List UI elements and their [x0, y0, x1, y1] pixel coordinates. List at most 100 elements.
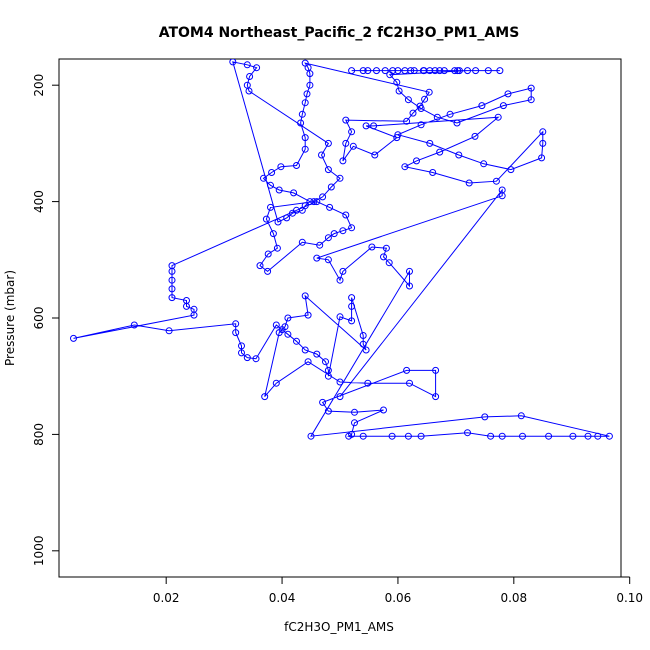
data-point	[364, 67, 372, 75]
data-point	[267, 203, 274, 211]
data-point	[165, 327, 173, 335]
data-point	[319, 193, 327, 201]
data-point	[304, 358, 312, 366]
data-point	[425, 88, 433, 96]
x-tick-label: 0.06	[385, 591, 412, 605]
data-point	[538, 154, 546, 162]
data-point	[455, 151, 463, 159]
data-point	[386, 71, 394, 79]
data-point	[499, 102, 507, 110]
data-point	[498, 186, 506, 194]
data-point	[324, 166, 332, 174]
data-point	[342, 139, 350, 147]
data-point	[307, 432, 315, 440]
data-point	[339, 267, 347, 275]
data-point	[324, 407, 332, 415]
data-point	[539, 128, 547, 136]
y-tick-label: 800	[32, 423, 46, 446]
data-point	[433, 113, 441, 121]
data-point	[406, 282, 413, 290]
x-tick-label: 0.08	[500, 591, 527, 605]
data-point	[569, 432, 577, 440]
data-point	[348, 302, 356, 310]
data-point	[409, 109, 417, 117]
data-point	[417, 121, 425, 129]
data-point	[260, 174, 267, 182]
data-point	[429, 169, 437, 176]
data-point	[342, 211, 350, 219]
data-point	[504, 90, 512, 98]
data-point	[498, 432, 506, 440]
data-point	[385, 259, 393, 267]
series-lines	[73, 61, 610, 437]
data-point	[284, 330, 292, 338]
data-point	[381, 67, 389, 75]
data-point	[330, 230, 338, 238]
x-axis: 0.02 0.04 0.06 0.08 0.10	[153, 576, 643, 605]
data-point	[382, 244, 390, 252]
data-point	[394, 67, 402, 75]
data-point	[336, 313, 344, 321]
data-point	[326, 203, 334, 211]
data-point	[268, 169, 276, 176]
data-point	[373, 67, 380, 75]
data-point	[351, 408, 358, 416]
y-axis-label: Pressure (mbar)	[3, 270, 17, 366]
data-point	[297, 119, 305, 127]
plot-area	[70, 59, 613, 440]
data-point	[336, 276, 344, 284]
data-point	[306, 70, 314, 78]
data-point	[403, 117, 411, 125]
data-point	[70, 334, 77, 342]
data-point	[407, 67, 415, 75]
data-point	[301, 134, 309, 142]
data-point	[336, 378, 344, 386]
data-point	[272, 379, 280, 387]
data-point	[404, 432, 412, 440]
data-point	[406, 267, 413, 275]
data-point	[527, 96, 535, 104]
data-point	[336, 393, 344, 401]
data-point	[190, 311, 198, 319]
data-point	[368, 243, 376, 251]
data-point	[545, 432, 553, 440]
data-point	[303, 90, 311, 98]
data-point	[421, 95, 429, 103]
data-point	[413, 157, 420, 165]
data-point	[494, 113, 502, 121]
data-point	[471, 132, 479, 140]
data-point	[436, 67, 444, 75]
data-point	[238, 342, 245, 350]
data-point	[339, 227, 347, 235]
data-point	[478, 102, 486, 110]
data-point	[313, 198, 321, 206]
data-point	[310, 198, 318, 206]
data-point	[472, 67, 480, 75]
data-point	[349, 142, 357, 150]
data-point	[256, 262, 264, 270]
data-point	[306, 81, 314, 89]
data-point	[298, 110, 306, 118]
data-point	[416, 102, 424, 110]
data-point	[324, 256, 332, 264]
data-point	[324, 234, 332, 242]
data-point	[393, 134, 401, 142]
data-point	[406, 379, 413, 387]
data-point	[293, 337, 300, 345]
data-point	[267, 181, 274, 189]
series-points	[70, 59, 613, 440]
y-tick-label: 200	[32, 74, 46, 97]
data-point	[454, 67, 462, 75]
data-point	[419, 67, 427, 75]
data-point	[290, 189, 298, 197]
data-point	[401, 163, 409, 171]
data-point	[453, 119, 461, 127]
data-point	[348, 224, 356, 232]
data-point	[264, 267, 272, 275]
data-point	[301, 346, 309, 354]
data-point	[277, 163, 285, 171]
data-point	[519, 432, 526, 440]
data-point	[301, 145, 309, 153]
data-point	[359, 340, 367, 348]
data-point	[496, 67, 504, 75]
